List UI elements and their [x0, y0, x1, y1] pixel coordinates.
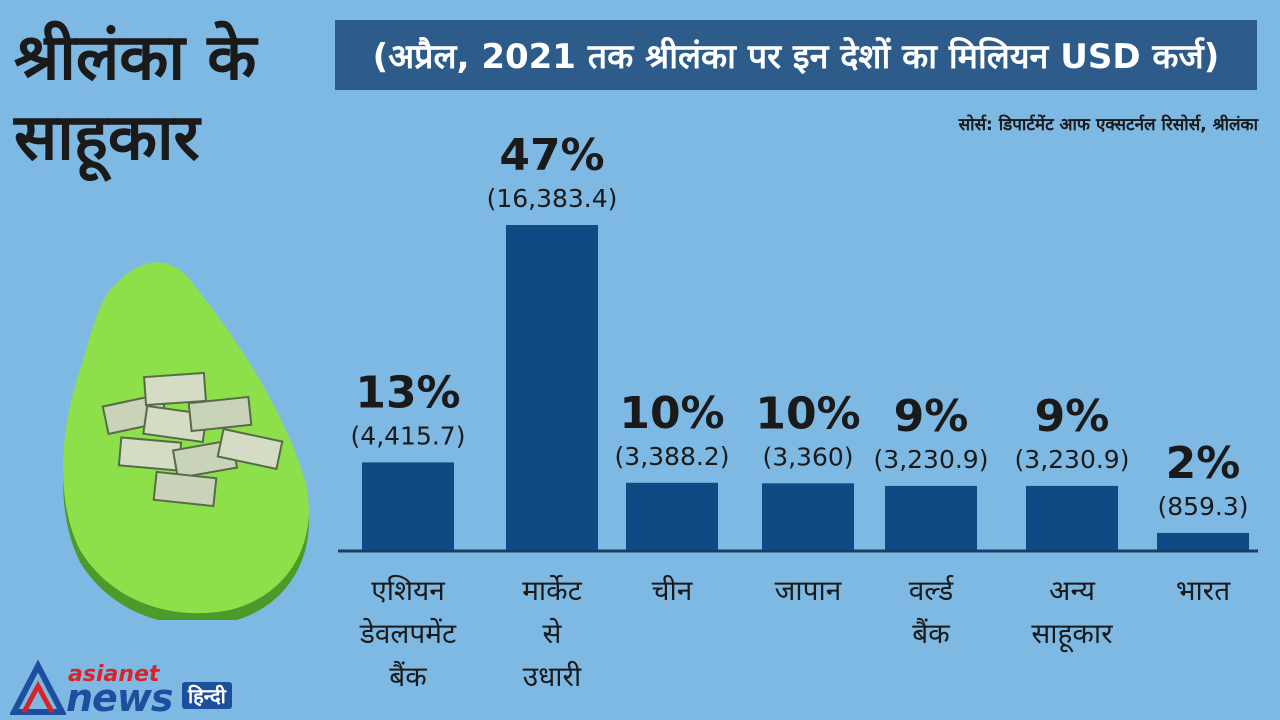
- value-label-4: (3,230.9): [874, 445, 989, 474]
- percent-label-2: 10%: [619, 388, 724, 439]
- page-title: श्रीलंका के साहूकार: [14, 21, 257, 175]
- percent-label-1: 47%: [499, 130, 604, 181]
- percent-label-0: 13%: [355, 367, 460, 418]
- category-label-5-0: अन्य: [1049, 574, 1096, 607]
- category-label-0-2: बैंक: [389, 660, 427, 693]
- value-label-1: (16,383.4): [487, 184, 618, 213]
- bar-5: [1026, 485, 1118, 550]
- logo-hindi-badge: हिन्दी: [182, 682, 232, 709]
- bar-6: [1157, 532, 1249, 550]
- bar-3: [762, 483, 854, 550]
- category-label-1-0: मार्केट: [522, 574, 583, 607]
- bar-1: [506, 225, 598, 550]
- percent-label-3: 10%: [755, 388, 860, 439]
- category-label-5-1: साहूकार: [1031, 617, 1113, 653]
- category-label-4-0: वर्ल्ड: [909, 574, 955, 607]
- chart-subtitle: (अप्रैल, 2021 तक श्रीलंका पर इन देशों का…: [335, 20, 1257, 90]
- value-label-6: (859.3): [1157, 492, 1248, 521]
- value-label-3: (3,360): [762, 442, 853, 471]
- money-bundles-icon: [101, 371, 284, 508]
- value-label-0: (4,415.7): [351, 421, 466, 450]
- category-label-1-2: उधारी: [523, 660, 582, 693]
- category-label-2-0: चीन: [652, 574, 693, 607]
- category-label-6-0: भारत: [1176, 574, 1231, 607]
- bar-4: [885, 485, 977, 550]
- asianet-news-logo: asianet news हिन्दी: [10, 660, 260, 720]
- logo-asianet-text: asianet: [68, 662, 160, 687]
- category-label-0-0: एशियन: [371, 574, 445, 607]
- percent-label-5: 9%: [1035, 391, 1110, 442]
- bar-2: [626, 482, 718, 550]
- category-label-3-0: जापान: [775, 574, 842, 607]
- percent-label-6: 2%: [1166, 438, 1241, 489]
- value-label-2: (3,388.2): [615, 442, 730, 471]
- logo-news-text: news: [66, 676, 174, 720]
- category-label-4-1: बैंक: [912, 617, 950, 650]
- logo-mark-icon: [10, 660, 66, 715]
- sri-lanka-map-icon: [63, 262, 309, 620]
- percent-label-4: 9%: [894, 391, 969, 442]
- source-note: सोर्स: डिपार्टमेंट आफ एक्सटर्नल रिसोर्स,…: [958, 115, 1258, 135]
- bar-0: [362, 462, 454, 550]
- value-label-5: (3,230.9): [1015, 445, 1130, 474]
- category-label-0-1: डेवलपमेंट: [359, 617, 457, 650]
- category-label-1-1: से: [543, 617, 563, 650]
